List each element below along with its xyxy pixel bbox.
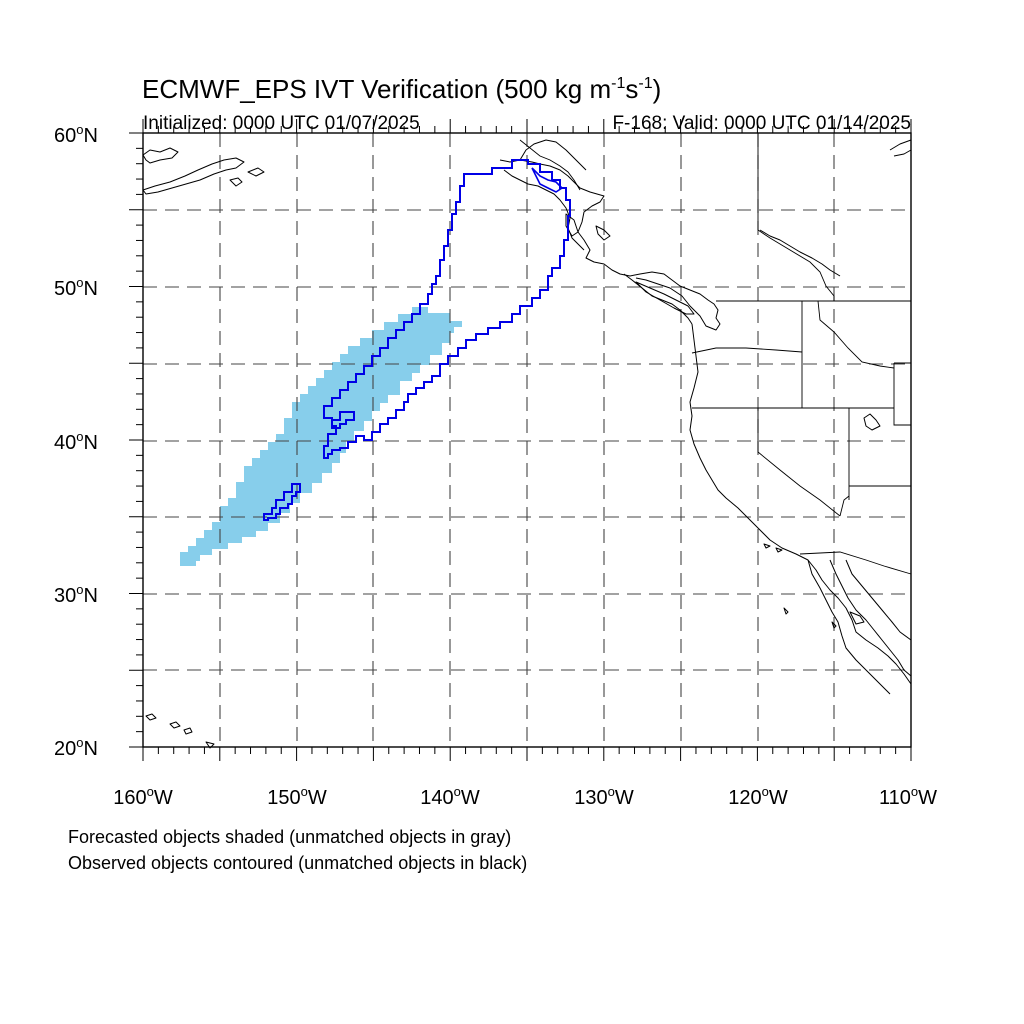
note-observed: Observed objects contoured (unmatched ob… (68, 853, 527, 873)
lon-label-120w: 120oW (728, 784, 788, 809)
graticule (143, 133, 911, 747)
lon-label-160w: 160oW (113, 784, 173, 809)
lon-label-140w: 140oW (420, 784, 480, 809)
lon-label-110w: 110oW (879, 784, 937, 809)
latitude-labels: 60oN 50oN 40oN 30oN 20oN (54, 122, 98, 760)
lat-label-20n: 20oN (54, 735, 98, 760)
init-time-label: Initialized: 0000 UTC 01/07/2025 (143, 113, 420, 134)
observed-object-contour (263, 159, 571, 521)
lon-label-130w: 130oW (574, 784, 634, 809)
political-borders (519, 133, 912, 575)
lat-label-30n: 30oN (54, 582, 98, 607)
lat-label-50n: 50oN (54, 275, 98, 300)
coastlines (142, 139, 912, 749)
note-forecast: Forecasted objects shaded (unmatched obj… (68, 827, 511, 847)
lon-label-150w: 150oW (267, 784, 327, 809)
forecast-object-shaded (180, 307, 462, 566)
figure-title: ECMWF_EPS IVT Verification (500 kg m-1s-… (142, 74, 661, 104)
lat-label-60n: 60oN (54, 122, 98, 147)
lat-label-40n: 40oN (54, 429, 98, 454)
axis-ticks (129, 119, 912, 761)
valid-time-label: F-168: Valid: 0000 UTC 01/14/2025 (612, 113, 911, 134)
longitude-labels: 160oW 150oW 140oW 130oW 120oW 110oW (113, 784, 937, 809)
